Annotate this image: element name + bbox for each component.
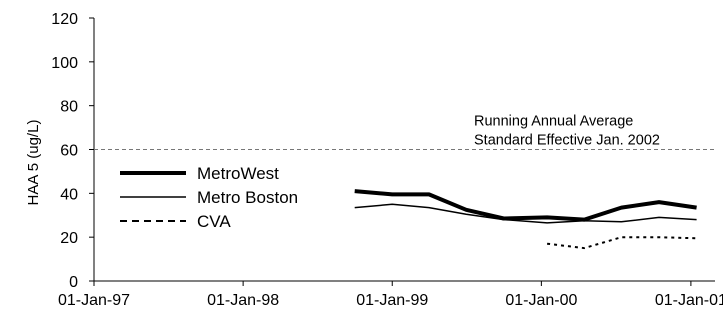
legend-label: Metro Boston xyxy=(197,188,298,207)
y-tick-label: 80 xyxy=(60,99,78,116)
legend-label: CVA xyxy=(197,212,231,231)
y-ticks: 0 20 40 60 80 100 120 xyxy=(51,11,94,291)
series-line-cva xyxy=(546,236,697,250)
x-tick-label: 01-Jan-01 xyxy=(655,292,723,309)
reference-line-label-1: Running Annual Average xyxy=(474,114,633,130)
y-tick-label: 120 xyxy=(51,11,78,28)
x-ticks: 01-Jan-97 01-Jan-98 01-Jan-99 01-Jan-00 01-J… xyxy=(58,281,723,309)
y-tick-label: 0 xyxy=(69,274,78,291)
reference-line-label-2: Standard Effective Jan. 2002 xyxy=(474,133,660,149)
legend-label: MetroWest xyxy=(197,164,279,183)
series-line-metrowest xyxy=(354,189,697,222)
x-tick-label: 01-Jan-00 xyxy=(505,292,577,309)
x-tick-label: 01-Jan-98 xyxy=(207,292,279,309)
y-axis-label: HAA 5 (ug/L) xyxy=(25,120,42,206)
series-line-metro-boston xyxy=(354,203,697,224)
reference-line-group: Running Annual Average Standard Effectiv… xyxy=(94,114,715,150)
series-lines xyxy=(354,189,697,250)
x-tick-label: 01-Jan-97 xyxy=(58,292,130,309)
y-tick-label: 20 xyxy=(60,230,78,247)
y-tick-label: 60 xyxy=(60,143,78,160)
legend: MetroWest Metro Boston CVA xyxy=(120,164,298,231)
y-tick-label: 100 xyxy=(51,55,78,72)
x-tick-label: 01-Jan-99 xyxy=(356,292,428,309)
y-tick-label: 40 xyxy=(60,186,78,203)
